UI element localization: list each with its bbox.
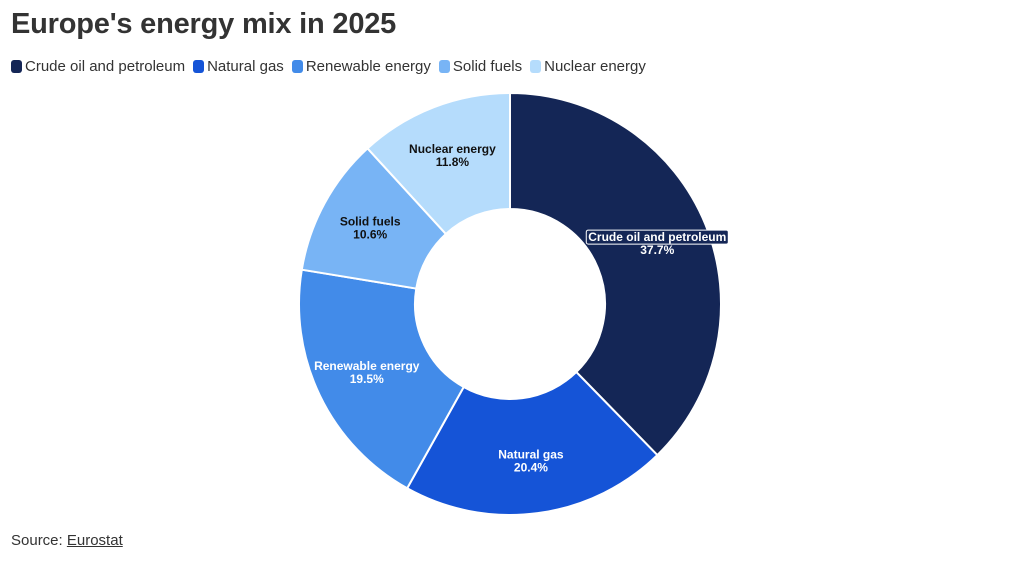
legend-swatch bbox=[11, 60, 22, 73]
source-prefix: Source: bbox=[11, 532, 67, 549]
legend-item-solid-fuels[interactable]: Solid fuels bbox=[438, 58, 523, 75]
slice-category-label: Natural gas bbox=[498, 448, 564, 462]
slice-category-label: Nuclear energy bbox=[409, 142, 496, 156]
source-note: Source: Eurostat bbox=[11, 532, 123, 549]
slice-category-label: Crude oil and petroleum bbox=[588, 230, 726, 244]
legend-label: Natural gas bbox=[207, 58, 284, 75]
legend-swatch bbox=[291, 60, 303, 73]
legend-item-nuclear-energy[interactable]: Nuclear energy bbox=[530, 58, 646, 75]
legend-item-natural-gas[interactable]: Natural gas bbox=[193, 58, 284, 75]
legend-swatch bbox=[438, 60, 450, 73]
legend-label: Solid fuels bbox=[452, 58, 523, 75]
slice-category-label: Solid fuels bbox=[340, 214, 401, 228]
legend-item-renewable-energy[interactable]: Renewable energy bbox=[291, 58, 431, 75]
slice-value-label: 10.6% bbox=[353, 227, 387, 241]
slice-crude-oil[interactable] bbox=[509, 92, 722, 457]
slice-value-label: 20.4% bbox=[514, 461, 548, 475]
slice-category-label: Renewable energy bbox=[314, 359, 420, 373]
chart-title: Europe's energy mix in 2025 bbox=[11, 8, 397, 40]
legend-item-crude-oil[interactable]: Crude oil and petroleum bbox=[11, 58, 185, 75]
legend-label: Renewable energy bbox=[305, 58, 431, 75]
legend-label: Crude oil and petroleum bbox=[25, 58, 186, 75]
legend: Crude oil and petroleum Natural gas Rene… bbox=[11, 58, 646, 75]
slice-value-label: 19.5% bbox=[350, 372, 384, 386]
slice-value-label: 37.7% bbox=[640, 243, 674, 257]
slice-renewable-energy[interactable] bbox=[298, 268, 465, 490]
slice-value-label: 11.8% bbox=[436, 155, 470, 169]
slice-nuclear-energy[interactable] bbox=[366, 92, 511, 235]
legend-label: Nuclear energy bbox=[544, 58, 646, 75]
slice-natural-gas[interactable] bbox=[406, 371, 659, 516]
source-link[interactable]: Eurostat bbox=[66, 532, 123, 549]
legend-swatch bbox=[193, 60, 205, 73]
legend-swatch bbox=[530, 60, 542, 73]
slice-label-background bbox=[585, 229, 729, 245]
